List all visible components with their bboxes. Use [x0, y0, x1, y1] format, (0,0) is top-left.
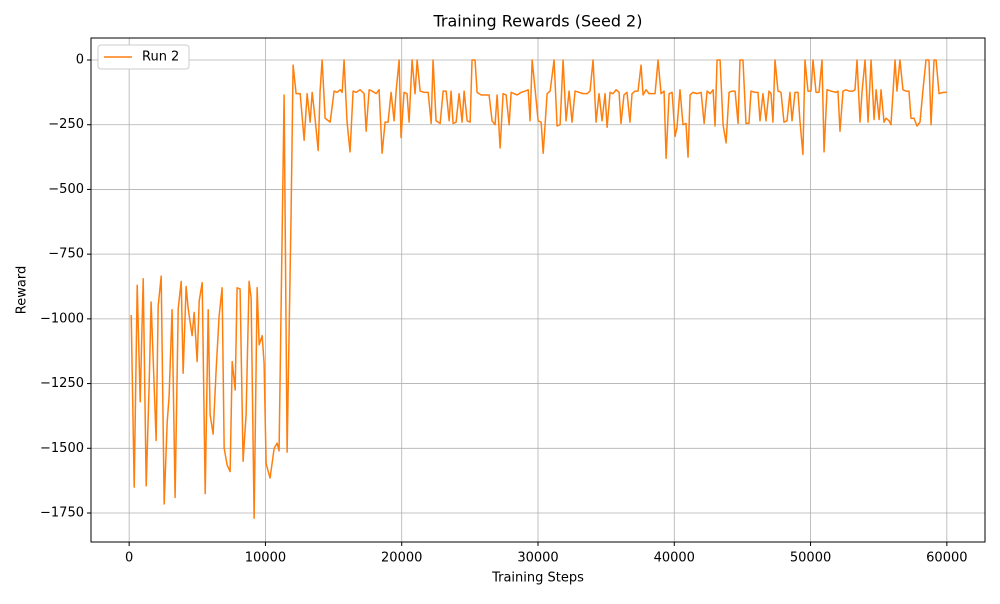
y-tick-label: 0 [76, 53, 84, 68]
x-tick-label: 40000 [654, 551, 695, 566]
x-tick-label: 60000 [926, 551, 967, 566]
x-axis-label: Training Steps [491, 571, 584, 586]
x-tick-label: 50000 [790, 551, 831, 566]
x-tick-label: 10000 [245, 551, 286, 566]
y-tick-label: −1250 [40, 376, 84, 391]
legend-label: Run 2 [142, 50, 179, 65]
y-tick-label: −500 [48, 182, 84, 197]
y-axis-label: Reward [15, 266, 30, 314]
plot-frame [90, 37, 986, 543]
chart-title: Training Rewards (Seed 2) [433, 12, 643, 31]
x-tick-label: 20000 [381, 551, 422, 566]
x-tick-label: 0 [125, 551, 133, 566]
y-tick-label: −1000 [40, 311, 84, 326]
y-tick-label: −1500 [40, 441, 84, 456]
y-tick-label: −1750 [40, 506, 84, 521]
legend-box [97, 44, 190, 70]
y-tick-label: −250 [48, 117, 84, 132]
y-tick-label: −750 [48, 247, 84, 262]
data-line [130, 59, 947, 519]
x-tick-label: 30000 [517, 551, 558, 566]
